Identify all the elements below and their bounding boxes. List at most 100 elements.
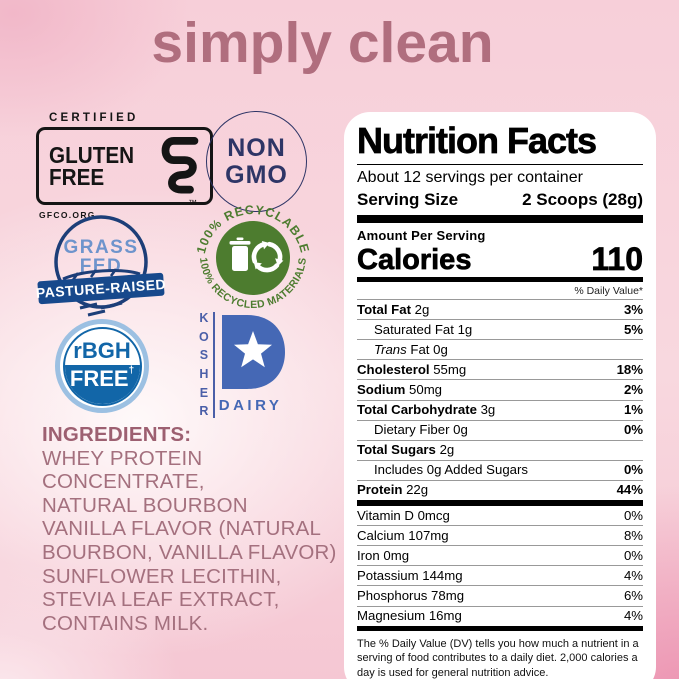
kosher-divider: [212, 312, 215, 418]
nutrient-amount: 0mcg: [413, 507, 450, 523]
nutrient-row: Includes 0g Added Sugars 0%: [357, 459, 643, 480]
nutrient-row: Trans Fat 0g: [357, 339, 643, 359]
nutrient-amount: 0mg: [379, 547, 410, 563]
nutrient-left: Cholesterol 55mg: [357, 362, 466, 378]
nutrient-row: Magnesium 16mg 4%: [357, 605, 643, 626]
nutrient-name: Sodium: [357, 381, 406, 397]
ingredient-line: SUNFLOWER LECITHIN,: [42, 564, 282, 588]
nutrient-name: Saturated Fat: [374, 321, 454, 337]
daily-value-footnote: The % Daily Value (DV) tells you how muc…: [357, 637, 639, 679]
ingredient-line: VANILLA FLAVOR (NATURAL: [42, 517, 322, 541]
nutrient-amount: 1g: [453, 321, 473, 337]
nutrient-amount: 50mg: [405, 381, 443, 397]
gluten-free-box: GLUTEN FREE: [36, 127, 213, 205]
serving-size-row: Serving Size 2 Scoops (28g): [357, 188, 643, 214]
recycle-icon: 100% RECYCLABLE 100% RECYCLED MATERIALS: [194, 203, 311, 311]
nutrient-dv: 18%: [616, 361, 643, 377]
nutrient-left: Sodium 50mg: [357, 382, 442, 398]
macro-rows: Total Fat 2g 3% Saturated Fat 1g 5% Tran…: [357, 299, 643, 500]
nutrient-row: Saturated Fat 1g 5%: [357, 319, 643, 339]
nutrient-name: Total Sugars: [357, 442, 436, 458]
nutrient-name: Iron: [357, 547, 380, 563]
nutrient-amount: 2g: [435, 442, 455, 458]
gluten-free-g-icon: [161, 137, 198, 194]
calories-label: Calories: [357, 243, 472, 276]
nutrient-dv: 2%: [623, 381, 643, 397]
gluten-free-badge: CERTIFIED GLUTEN FREE ™ GFCO.ORG: [36, 112, 213, 220]
kosher-letter: H: [199, 367, 209, 382]
ingredients-section: INGREDIENTS: WHEY PROTEIN CONCENTRATE, NAT…: [42, 423, 354, 635]
nutrient-name: Total Carbohydrate: [357, 402, 477, 418]
gluten-free-certified-label: CERTIFIED: [49, 112, 139, 124]
nutrient-left: Saturated Fat 1g: [374, 322, 472, 338]
rbgh-free-badge: rBGH FREE †: [55, 319, 149, 413]
nutrient-left: Trans Fat 0g: [374, 342, 448, 358]
nutrient-dv: 4%: [623, 608, 643, 624]
recycle-arrows-icon: [248, 238, 284, 277]
non-gmo-line2: GMO: [225, 160, 288, 189]
nutrient-amount: 0g: [449, 422, 468, 438]
nutrient-row: Iron 0mg 0%: [357, 545, 643, 565]
ingredient-line: CONTAINS MILK.: [42, 611, 209, 635]
servings-per-container: About 12 servings per container: [357, 168, 583, 186]
nutrient-left: Includes 0g Added Sugars: [374, 462, 528, 478]
nutrient-left: Vitamin D 0mcg: [357, 508, 450, 524]
thick-divider: [357, 625, 643, 631]
calories-value: 110: [591, 240, 643, 277]
nutrient-row: Total Sugars 2g: [357, 439, 643, 460]
kosher-letter: O: [199, 329, 209, 344]
ingredient-line: NATURAL BOURBON: [42, 493, 248, 517]
nutrient-amount: 144mg: [418, 567, 463, 583]
thick-divider: [357, 500, 643, 507]
nutrient-dv: 44%: [616, 482, 643, 498]
grass-fed-icon: GRASS FED PASTURE-RAISED: [35, 215, 167, 317]
nutrient-amount: 107mg: [404, 527, 449, 543]
nutrient-dv: 1%: [623, 402, 643, 418]
kosher-letter: K: [199, 311, 209, 325]
serving-size-label: Serving Size: [357, 189, 459, 209]
nutrient-amount: 2g: [410, 301, 430, 317]
nutrient-row: Total Fat 2g 3%: [357, 299, 643, 319]
nutrient-name: Trans Fat: [374, 341, 430, 357]
nutrient-dv: 0%: [623, 462, 643, 478]
gluten-free-word2: FREE: [49, 164, 105, 190]
rbgh-label: rBGH: [73, 337, 131, 363]
nutrient-row: Sodium 50mg 2%: [357, 379, 643, 399]
trademark-symbol: ™: [188, 198, 197, 208]
nutrient-amount: 16mg: [425, 608, 462, 624]
calories-row: Calories 110: [357, 240, 644, 277]
svg-text:GRASS: GRASS: [63, 237, 138, 258]
nutrient-amount: 3g: [476, 402, 496, 418]
nutrient-dv: 5%: [623, 321, 643, 337]
nutrient-dv: 6%: [623, 587, 643, 603]
nutrient-name: Phosphorus: [357, 587, 428, 603]
nutrient-name: Calcium: [357, 527, 405, 543]
ingredient-line: STEVIA LEAF EXTRACT,: [42, 588, 280, 612]
dagger-symbol: †: [128, 364, 135, 376]
nutrient-row: Protein 22g 44%: [357, 479, 643, 500]
rbgh-free-inner: rBGH FREE †: [62, 326, 142, 406]
nutrient-left: Total Carbohydrate 3g: [357, 402, 495, 418]
nutrient-left: Iron 0mg: [357, 548, 409, 564]
nutrient-dv: 3%: [623, 301, 643, 317]
nutrient-name: Protein: [357, 482, 403, 498]
kosher-d-star-icon: [221, 315, 285, 389]
nutrient-amount: 55mg: [429, 361, 467, 377]
micro-rows: Vitamin D 0mcg 0% Calcium 107mg 8% Iron …: [357, 506, 643, 626]
rbgh-free-label: FREE †: [64, 364, 140, 404]
kosher-letter: S: [199, 348, 209, 363]
recyclable-badge: 100% RECYCLABLE 100% RECYCLED MATERIALS: [191, 196, 315, 325]
ingredient-line: CONCENTRATE,: [42, 470, 205, 494]
nutrient-left: Calcium 107mg: [357, 528, 449, 544]
nutrient-amount: 78mg: [427, 587, 465, 603]
thick-divider: [357, 214, 643, 223]
nutrient-dv: 0%: [623, 422, 643, 438]
nutrient-dv: 0%: [623, 507, 643, 523]
nutrient-left: Magnesium 16mg: [357, 608, 462, 624]
non-gmo-badge: NON GMO: [206, 111, 307, 212]
nutrient-left: Dietary Fiber 0g: [374, 422, 468, 438]
grass-fed-badge: GRASS FED PASTURE-RAISED: [34, 212, 168, 329]
nutrient-row: Phosphorus 78mg 6%: [357, 585, 643, 605]
thick-divider: [357, 277, 643, 283]
